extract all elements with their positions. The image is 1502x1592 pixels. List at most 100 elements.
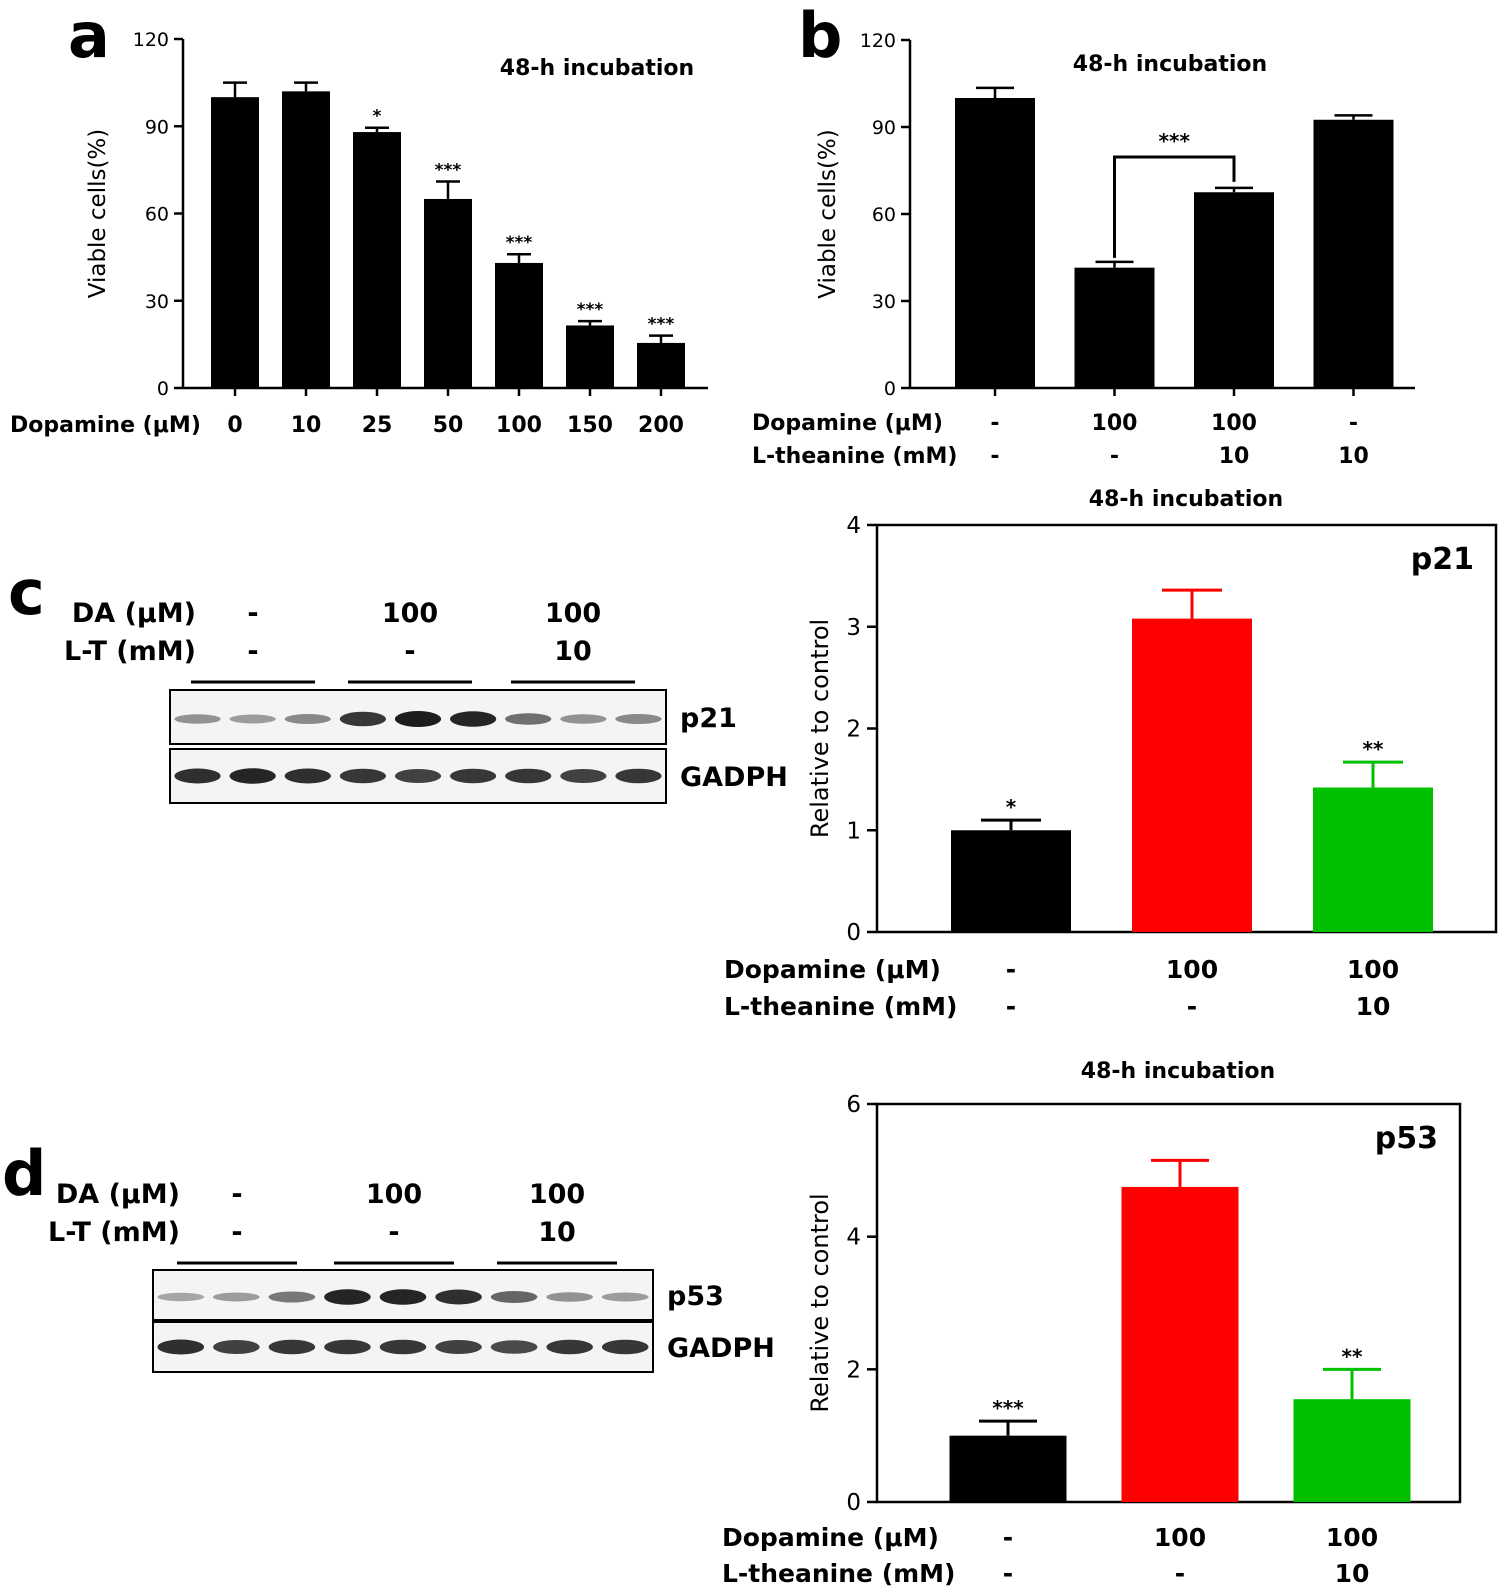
blot-band	[490, 1291, 538, 1303]
y-tick-label: 60	[145, 204, 169, 226]
bar	[1313, 787, 1433, 932]
chart-title: 48-h incubation	[1073, 52, 1267, 77]
blot-band	[435, 1289, 482, 1305]
condition-value: -	[1110, 444, 1119, 469]
y-tick-label: 3	[846, 615, 861, 641]
condition-row-label: L-theanine (mM)	[722, 1559, 955, 1588]
bar	[1121, 1186, 1239, 1502]
condition-value: 100	[1092, 411, 1138, 436]
y-tick-label: 2	[846, 717, 861, 743]
blot-protein-label: GADPH	[680, 762, 788, 793]
blot-band	[394, 711, 442, 727]
chart-d: 0 2 4 6 Relative to control 48-h incubation p5…	[722, 1059, 1462, 1588]
y-axis-label: Viable cells(%)	[85, 129, 111, 299]
y-tick-label: 4	[846, 1225, 861, 1251]
blot-band	[505, 713, 552, 725]
condition-value: 10	[1335, 1559, 1370, 1588]
significance-label: ***	[577, 300, 604, 320]
blot-band	[268, 1291, 316, 1303]
blot-band	[284, 714, 331, 724]
blot-band	[229, 714, 276, 724]
bar	[637, 342, 685, 388]
bar	[951, 830, 1071, 932]
blot-condition-value: 100	[545, 598, 601, 629]
condition-value: 100	[1326, 1523, 1378, 1552]
western-blot-d: DA (μM) - 100 100 L-T (mM) - - 10 p53 GADPH	[48, 1179, 775, 1373]
western-blot-c: DA (μM) - 100 100 L-T (mM) - - 10 p21 GADPH	[64, 598, 788, 804]
condition-row-label: Dopamine (μM)	[722, 1523, 939, 1552]
blot-band	[379, 1289, 427, 1305]
blot-band	[560, 769, 607, 783]
bar	[353, 132, 401, 388]
chart-title: 48-h incubation	[1081, 1059, 1275, 1084]
significance-label: ***	[435, 161, 462, 181]
bar	[282, 91, 330, 388]
y-tick-label: 30	[872, 291, 896, 313]
blot-condition-label: L-T (mM)	[64, 636, 196, 667]
blot-condition-label: L-T (mM)	[48, 1217, 180, 1248]
blot-band	[213, 1292, 260, 1302]
bar	[211, 97, 259, 389]
category-label: 100	[496, 413, 542, 438]
blot-band	[174, 714, 221, 724]
chart-c: 0 1 2 3 4 Relative to control 48-h incubation p…	[724, 487, 1498, 1021]
blot-condition-value: -	[247, 598, 258, 629]
y-tick-label: 0	[846, 1490, 861, 1516]
significance-label: ***	[506, 233, 533, 253]
y-tick-label: 90	[145, 116, 169, 138]
bracket-label: ***	[1159, 129, 1191, 153]
condition-value: -	[1349, 411, 1358, 436]
inset-label: p21	[1411, 542, 1474, 577]
panel-letter-d: d	[2, 1137, 46, 1210]
condition-value: 100	[1347, 955, 1399, 984]
chart-a: 0 30 60 90 120 Viable cells(%) 48-h incubation…	[10, 29, 708, 438]
y-tick-label: 0	[157, 378, 169, 400]
blot-condition-value: -	[247, 636, 258, 667]
blot-band	[157, 1292, 205, 1302]
condition-value: 10	[1356, 992, 1391, 1021]
condition-value: 10	[1338, 444, 1369, 469]
condition-row-label: Dopamine (μM)	[724, 955, 941, 984]
blot-condition-value: 10	[554, 636, 592, 667]
bar	[1194, 192, 1274, 388]
chart-title: 48-h incubation	[1089, 487, 1283, 512]
bar	[1074, 267, 1155, 388]
condition-value: -	[1187, 992, 1197, 1021]
blot-band	[157, 1339, 205, 1355]
blot-condition-value: 100	[382, 598, 438, 629]
blot-band	[449, 711, 497, 727]
blot-condition-value: 10	[538, 1217, 576, 1248]
y-tick-label: 1	[846, 818, 861, 844]
blot-protein-label: p21	[680, 703, 737, 734]
y-tick-label: 90	[872, 117, 896, 139]
blot-band	[449, 768, 497, 784]
blot-band	[560, 714, 607, 724]
condition-row-label: L-theanine (mM)	[752, 444, 957, 469]
blot-band	[546, 1292, 594, 1302]
significance-label: *	[1006, 795, 1017, 819]
y-tick-label: 0	[846, 920, 861, 946]
significance-label: *	[373, 107, 382, 127]
category-label: 50	[433, 413, 464, 438]
condition-value: -	[1006, 955, 1016, 984]
y-tick-label: 30	[145, 291, 169, 313]
condition-value: 100	[1166, 955, 1218, 984]
blot-protein-label: p53	[667, 1281, 724, 1312]
blot-condition-value: 100	[529, 1179, 585, 1210]
blot-band	[324, 1289, 371, 1305]
blot-condition-value: -	[404, 636, 415, 667]
significance-label: ***	[992, 1396, 1024, 1420]
category-label: 0	[227, 413, 242, 438]
blot-band	[268, 1339, 316, 1355]
blot-condition-label: DA (μM)	[72, 598, 196, 629]
blot-band	[505, 768, 552, 784]
bar	[495, 262, 543, 388]
chart-b: 0 30 60 90 120 Viable cells(%) 48-h incubation…	[752, 30, 1415, 469]
significance-label: ***	[648, 315, 675, 335]
panel-letter-b: b	[798, 0, 842, 72]
bar	[424, 198, 472, 388]
panel-letter-c: c	[8, 556, 45, 629]
blot-band	[394, 769, 442, 783]
bar	[1132, 618, 1252, 932]
